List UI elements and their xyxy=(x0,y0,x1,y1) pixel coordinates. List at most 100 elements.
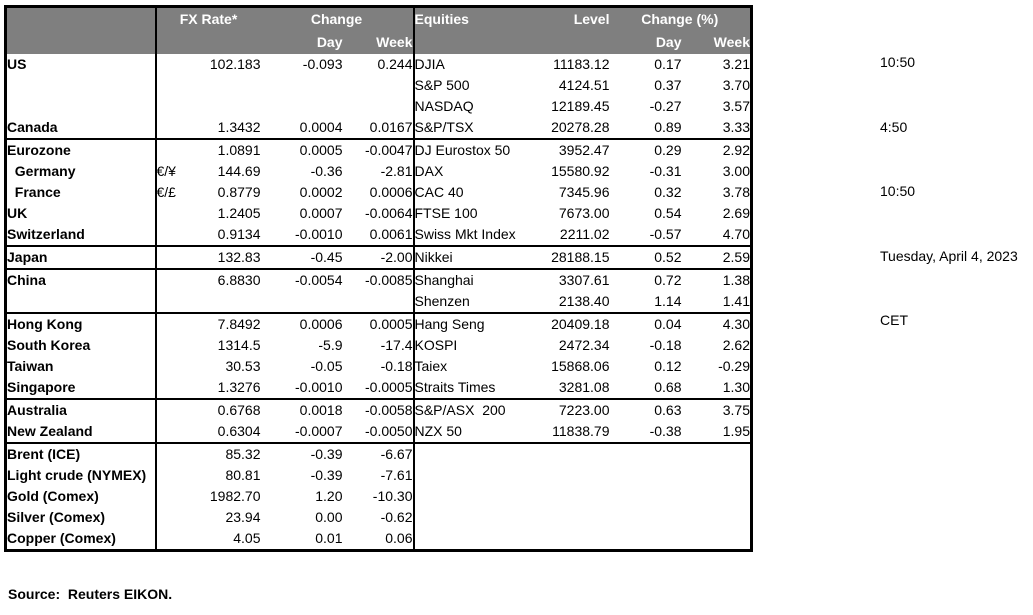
region-cell: UK xyxy=(5,203,157,224)
equity-name-cell xyxy=(413,442,532,465)
table-row: Taiwan 30.53 -0.05 -0.18 Taiex 15868.06 0.12 -0… xyxy=(5,356,752,377)
equity-level-cell: 3307.61 xyxy=(531,268,610,291)
region-cell: Japan xyxy=(5,245,157,269)
equity-level-cell xyxy=(531,442,610,465)
equity-level-cell: 20278.28 xyxy=(551,119,610,135)
fx-week-change-cell xyxy=(342,75,415,96)
fx-week-header: Week xyxy=(342,31,415,54)
fx-rate-header: FX Rate* xyxy=(155,6,261,31)
fx-rate-cell: 0.9134 xyxy=(217,226,261,242)
equity-week-change-cell xyxy=(682,486,752,507)
table-row: Australia 0.6768 0.0018 -0.0058 S&P/ASX 200 7… xyxy=(5,398,752,421)
fx-day-change-cell: -0.45 xyxy=(260,245,343,269)
equity-day-change-cell: 0.63 xyxy=(609,398,682,421)
region-cell: Light crude (NYMEX) xyxy=(5,465,157,486)
region-cell: Singapore xyxy=(5,377,157,399)
currency-pair-cell xyxy=(155,442,194,465)
equity-week-change-cell: 3.78 xyxy=(722,184,750,200)
equity-day-change-cell: 0.52 xyxy=(609,245,682,269)
equity-name-cell: Taiex xyxy=(414,358,448,374)
row-group: US 102.183 -0.093 0.244 DJIA 11183.12 0.17 3.21… xyxy=(5,54,752,139)
fx-day-change-cell: -0.39 xyxy=(260,442,343,465)
equity-level-cell: 2211.02 xyxy=(559,226,610,242)
table-row: Gold (Comex) 1982.70 1.20 -10.30 xyxy=(5,486,752,507)
equity-week-change-cell: 3.33 xyxy=(722,119,750,135)
fx-rate-cell: 23.94 xyxy=(225,509,261,525)
table-row: Germany €/¥ 144.69 -0.36 -2.81 DAX 15580.92 -0.… xyxy=(5,161,752,182)
region-cell xyxy=(5,291,157,313)
equity-level-cell xyxy=(532,465,610,486)
equity-level-cell: 4124.51 xyxy=(558,77,610,93)
equity-week-change-cell: 1.30 xyxy=(722,379,750,395)
equity-name-cell: Nikkei xyxy=(413,245,532,269)
region-cell: Eurozone xyxy=(5,138,157,161)
fx-day-change-cell: -0.36 xyxy=(310,163,343,179)
fx-week-change-cell: -2.81 xyxy=(342,161,415,182)
equity-week-change-cell: 2.69 xyxy=(722,205,750,221)
fx-rate-cell: 1.2405 xyxy=(217,205,261,221)
fx-week-change-cell: -0.62 xyxy=(342,507,415,528)
header-row-2: Day Week Day Week xyxy=(5,31,752,54)
equity-name-cell: NZX 50 xyxy=(414,423,462,439)
fx-week-change-cell xyxy=(342,291,415,313)
fx-day-change-cell: -0.0007 xyxy=(295,423,343,439)
table-row: Shenzen 2138.40 1.14 1.41 xyxy=(5,291,752,313)
market-table: FX Rate* Change Equities Level Change (%… xyxy=(4,5,753,552)
equity-week-change-cell: 3.21 xyxy=(722,56,750,72)
equity-day-change-cell: -0.27 xyxy=(649,98,682,114)
equity-week-change-cell: 1.95 xyxy=(722,423,750,439)
fx-rate-cell: 0.6768 xyxy=(193,398,261,421)
fx-week-change-cell: 0.0167 xyxy=(342,117,415,139)
table-row: France €/£ 0.8779 0.0002 0.0006 CAC 40 7345.96… xyxy=(5,182,752,203)
region-cell: Silver (Comex) xyxy=(5,507,157,528)
region-subheader-blank xyxy=(5,31,157,54)
equity-day-change-cell: -0.31 xyxy=(649,163,682,179)
timestamp-tertiary: 10:50 xyxy=(880,183,916,199)
table-row: Copper (Comex) 4.05 0.01 0.06 xyxy=(5,528,752,551)
fx-day-change-cell: 0.0004 xyxy=(299,119,343,135)
fx-week-change-cell: 0.0006 xyxy=(342,182,415,203)
equity-name-cell: Straits Times xyxy=(414,379,496,395)
row-group: Australia 0.6768 0.0018 -0.0058 S&P/ASX 200 7… xyxy=(5,398,752,443)
fx-day-change-cell: 0.0007 xyxy=(299,205,343,221)
equities-header: Equities xyxy=(413,6,532,31)
region-cell: Gold (Comex) xyxy=(5,486,157,507)
equity-week-change-cell: 2.62 xyxy=(722,337,750,353)
fx-day-change-cell: -0.093 xyxy=(302,56,343,72)
table-row: S&P 500 4124.51 0.37 3.70 xyxy=(5,75,752,96)
currency-pair-cell xyxy=(155,312,194,335)
fx-week-change-cell: -0.0050 xyxy=(342,421,415,443)
equity-name-cell: DJIA xyxy=(414,56,445,72)
equity-change-pct-header: Change (%) xyxy=(609,6,752,31)
table-row: UK 1.2405 0.0007 -0.0064 FTSE 100 7673.00 0.54… xyxy=(5,203,752,224)
region-cell: Brent (ICE) xyxy=(5,442,157,465)
currency-pair-cell xyxy=(156,465,194,486)
fx-day-change-cell xyxy=(261,291,343,313)
equity-day-change-cell: -0.18 xyxy=(649,337,682,353)
fx-day-change-cell: 0.01 xyxy=(315,530,343,546)
fx-rate-cell: 102.183 xyxy=(209,56,261,72)
fx-rate-cell xyxy=(194,291,261,313)
currency-pair-cell xyxy=(156,421,194,443)
equity-level-cell: 28188.15 xyxy=(531,245,610,269)
source-note: Source: Reuters EIKON. xyxy=(8,586,173,602)
timestamp-block: 10:50 4:50 10:50 Tuesday, April 4, 2023 … xyxy=(880,9,1018,375)
fx-change-header: Change xyxy=(260,6,415,31)
equity-day-change-cell: 0.17 xyxy=(654,56,682,72)
equity-level-cell xyxy=(532,486,610,507)
fx-day-change-cell: -0.39 xyxy=(310,467,343,483)
currency-pair-cell: €/¥ xyxy=(156,163,176,179)
fx-rate-cell: 1.3276 xyxy=(217,379,261,395)
region-cell xyxy=(5,96,157,117)
pair-subheader-blank xyxy=(155,31,194,54)
equity-level-cell: 15580.92 xyxy=(551,163,610,179)
table-row: US 102.183 -0.093 0.244 DJIA 11183.12 0.17 3.21 xyxy=(5,54,752,75)
fx-day-change-cell: -0.0054 xyxy=(260,268,343,291)
equity-day-change-cell xyxy=(610,486,682,507)
fx-day-change-cell: -0.05 xyxy=(310,358,343,374)
header-row-1: FX Rate* Change Equities Level Change (%… xyxy=(5,6,752,31)
fx-day-change-cell: 0.0018 xyxy=(260,398,343,421)
region-header-blank xyxy=(5,6,157,31)
equity-week-change-cell: 4.70 xyxy=(722,226,750,242)
